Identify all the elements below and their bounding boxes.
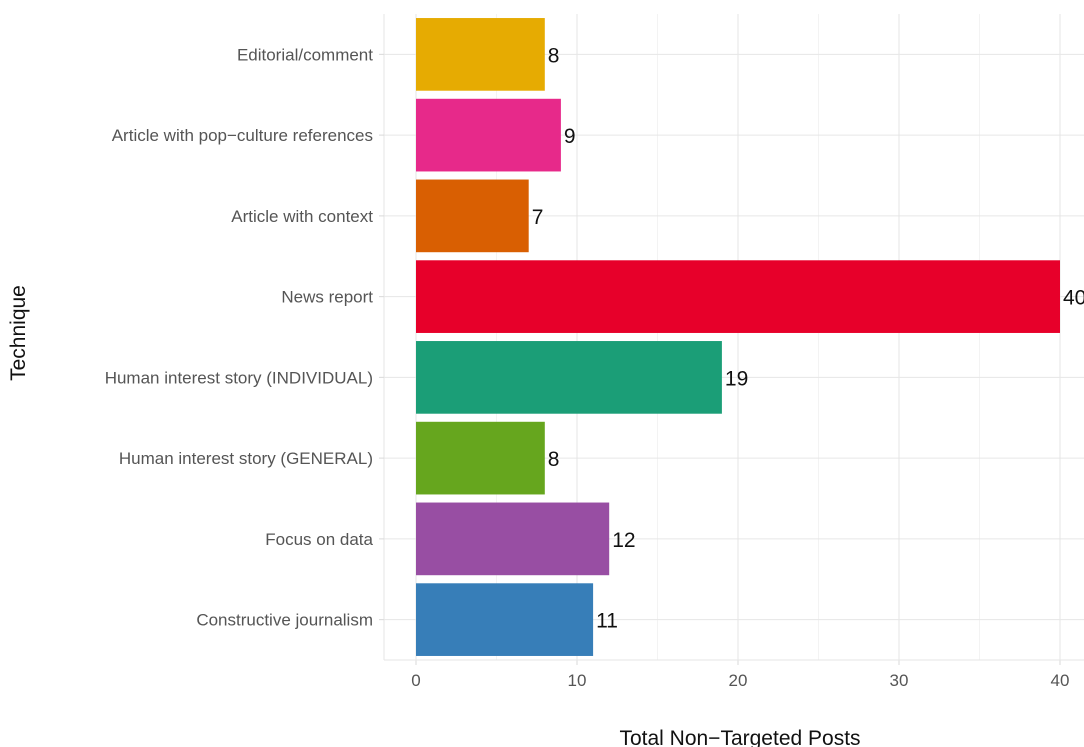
bar [416,583,594,656]
x-tick-label: 40 [1051,671,1070,690]
bar-value-label: 12 [612,529,635,552]
bar-value-label: 8 [548,44,560,67]
bars [416,18,1060,656]
y-category-label: Article with context [231,207,373,226]
y-axis-category-labels: Editorial/comment Article with pop−cultur… [105,45,374,629]
bar [416,98,561,172]
y-category-label: Editorial/comment [237,45,373,64]
value-labels: 8 9 7 40 19 8 12 11 [532,44,1084,632]
x-axis-tick-labels: 0 10 20 30 40 [411,671,1069,690]
bar-value-label: 19 [725,367,748,390]
y-category-label: Human interest story (INDIVIDUAL) [105,368,373,387]
bar [416,260,1060,333]
bar-value-label: 11 [596,610,618,633]
bar [416,341,722,414]
bar-value-label: 9 [564,125,576,148]
y-category-label: Article with pop−culture references [112,126,373,145]
x-tick-label: 0 [411,671,420,690]
y-category-label: Focus on data [265,530,373,549]
bar-value-label: 7 [532,206,544,229]
bar [416,18,545,91]
y-axis-title: Technique [7,285,30,381]
bar-value-label: 8 [548,448,560,471]
y-category-label: News report [281,288,373,307]
y-category-label: Human interest story (GENERAL) [119,449,373,468]
y-category-label: Constructive journalism [196,611,373,630]
x-axis-title: Total Non−Targeted Posts [619,727,860,747]
x-tick-label: 30 [890,671,909,690]
x-tick-label: 20 [729,671,748,690]
x-tick-label: 10 [568,671,587,690]
bar [416,179,529,253]
bar [416,502,610,576]
bar-value-label: 40 [1063,287,1084,310]
bar [416,421,545,495]
